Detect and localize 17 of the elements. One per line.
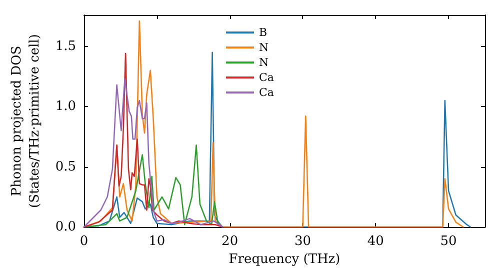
x-tick-label: 40 <box>367 234 384 249</box>
y-tick-label: 1.0 <box>55 99 76 114</box>
x-tick-label: 10 <box>148 234 166 249</box>
y-axis-title: Phonon projected DOS (States/THz·primitive cell) <box>10 34 42 208</box>
legend-label: N <box>259 41 270 54</box>
legend-label: N <box>259 56 270 69</box>
x-axis-title: Frequency (THz) <box>228 252 340 267</box>
y-tick-label: 0.5 <box>55 159 76 174</box>
x-tick-label: 30 <box>294 234 311 249</box>
y-tick-label: 0.0 <box>55 220 76 234</box>
x-tick-label: 0 <box>80 234 88 249</box>
x-tick-label: 50 <box>440 234 457 249</box>
legend-label: Ca <box>259 71 274 84</box>
legend-label: Ca <box>259 86 274 99</box>
y-tick-label: 1.5 <box>55 38 76 54</box>
legend-label: B <box>259 26 268 39</box>
x-tick-label: 20 <box>222 234 238 249</box>
